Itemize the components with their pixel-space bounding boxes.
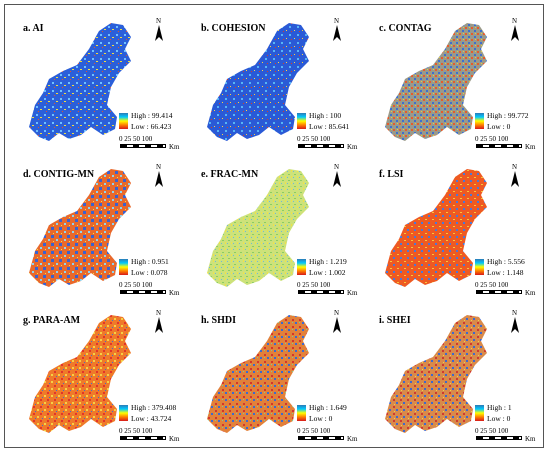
north-arrow-icon: N — [332, 310, 344, 336]
panel-contag: c. CONTAG N High : 99.772 Low : 0 0 25 50… — [363, 9, 539, 155]
legend: High : 99.414 Low : 66.423 — [119, 109, 183, 135]
panel-shdi: h. SHDI N High : 1.649 Low : 0 0 25 50 10… — [185, 301, 361, 447]
legend-color-ramp — [297, 259, 306, 275]
scale-ticks: 0 25 50 100 — [119, 281, 153, 289]
legend-low: Low : 1.002 — [309, 268, 346, 277]
scale-ticks: 0 25 50 100 — [297, 135, 331, 143]
scale-ticks: 0 25 50 100 — [297, 427, 331, 435]
panel-title: f. LSI — [379, 169, 404, 180]
legend: High : 379.408 Low : 43.724 — [119, 401, 183, 427]
figure-frame: a. AI N High : 99.414 Low : 66.423 0 25 5… — [4, 4, 544, 448]
legend-color-ramp — [475, 113, 484, 129]
north-arrow-icon: N — [154, 18, 166, 44]
legend-high: High : 1 — [487, 403, 512, 412]
legend: High : 1 Low : 0 — [475, 401, 539, 427]
legend-high: High : 0.951 — [131, 257, 169, 266]
scale-bar: 0 25 50 100 Km — [475, 135, 536, 153]
scale-bar: 0 25 50 100 Km — [475, 427, 536, 445]
panel-para-am: g. PARA-AM N High : 379.408 Low : 43.724 … — [7, 301, 183, 447]
legend: High : 1.649 Low : 0 — [297, 401, 361, 427]
scale-ticks: 0 25 50 100 — [475, 135, 509, 143]
panel-title: g. PARA-AM — [23, 315, 81, 326]
scale-bar: 0 25 50 100 Km — [119, 427, 180, 445]
legend-low: Low : 85.641 — [309, 122, 350, 131]
scale-bar: 0 25 50 100 Km — [297, 281, 358, 299]
legend-high: High : 1.649 — [309, 403, 347, 412]
scale-bar: 0 25 50 100 Km — [119, 135, 180, 153]
panel-title: h. SHDI — [201, 315, 237, 326]
legend-color-ramp — [119, 405, 128, 421]
legend-high: High : 99.414 — [131, 111, 173, 120]
north-arrow-icon: N — [332, 164, 344, 190]
scale-ticks: 0 25 50 100 — [297, 281, 331, 289]
legend-low: Low : 66.423 — [131, 122, 172, 131]
north-arrow-icon: N — [510, 164, 522, 190]
scale-unit: Km — [347, 289, 358, 297]
scale-bar: 0 25 50 100 Km — [297, 427, 358, 445]
legend: High : 100 Low : 85.641 — [297, 109, 361, 135]
panel-title: e. FRAC-MN — [201, 169, 259, 180]
scale-unit: Km — [347, 143, 358, 151]
legend-color-ramp — [475, 405, 484, 421]
scale-unit: Km — [525, 289, 536, 297]
scale-unit: Km — [347, 435, 358, 443]
north-arrow-icon: N — [510, 18, 522, 44]
panel-cohesion: b. COHESION N High : 100 Low : 85.641 0 2… — [185, 9, 361, 155]
panel-title: d. CONTIG-MN — [23, 169, 95, 180]
legend-low: Low : 0 — [487, 414, 511, 423]
legend-low: Low : 0 — [309, 414, 333, 423]
north-arrow-icon: N — [154, 164, 166, 190]
panel-ai: a. AI N High : 99.414 Low : 66.423 0 25 5… — [7, 9, 183, 155]
scale-ticks: 0 25 50 100 — [475, 281, 509, 289]
panel-title: i. SHEI — [379, 315, 411, 326]
legend-color-ramp — [119, 259, 128, 275]
legend-color-ramp — [297, 405, 306, 421]
scale-unit: Km — [169, 289, 180, 297]
scale-unit: Km — [169, 143, 180, 151]
scale-unit: Km — [169, 435, 180, 443]
legend-high: High : 1.219 — [309, 257, 347, 266]
scale-ticks: 0 25 50 100 — [119, 135, 153, 143]
legend-color-ramp — [475, 259, 484, 275]
scale-bar: 0 25 50 100 Km — [297, 135, 358, 153]
legend-color-ramp — [297, 113, 306, 129]
legend-high: High : 99.772 — [487, 111, 529, 120]
legend-color-ramp — [119, 113, 128, 129]
scale-unit: Km — [525, 143, 536, 151]
legend: High : 5.556 Low : 1.148 — [475, 255, 539, 281]
north-arrow-icon: N — [510, 310, 522, 336]
panel-shei: i. SHEI N High : 1 Low : 0 0 25 50 100 Km — [363, 301, 539, 447]
legend-low: Low : 1.148 — [487, 268, 524, 277]
scale-bar: 0 25 50 100 Km — [475, 281, 536, 299]
legend: High : 0.951 Low : 0.078 — [119, 255, 183, 281]
panel-frac-mn: e. FRAC-MN N High : 1.219 Low : 1.002 0 2… — [185, 155, 361, 301]
panel-title: b. COHESION — [201, 23, 266, 34]
scale-ticks: 0 25 50 100 — [119, 427, 153, 435]
panel-title: c. CONTAG — [379, 23, 432, 34]
legend-high: High : 100 — [309, 111, 342, 120]
legend-low: Low : 43.724 — [131, 414, 172, 423]
north-arrow-icon: N — [332, 18, 344, 44]
legend-high: High : 5.556 — [487, 257, 525, 266]
scale-unit: Km — [525, 435, 536, 443]
panel-title: a. AI — [23, 23, 44, 34]
legend-low: Low : 0.078 — [131, 268, 168, 277]
panel-lsi: f. LSI N High : 5.556 Low : 1.148 0 25 50… — [363, 155, 539, 301]
legend: High : 99.772 Low : 0 — [475, 109, 539, 135]
legend: High : 1.219 Low : 1.002 — [297, 255, 361, 281]
legend-high: High : 379.408 — [131, 403, 177, 412]
scale-ticks: 0 25 50 100 — [475, 427, 509, 435]
panel-contig-mn: d. CONTIG-MN N High : 0.951 Low : 0.078 0… — [7, 155, 183, 301]
north-arrow-icon: N — [154, 310, 166, 336]
scale-bar: 0 25 50 100 Km — [119, 281, 180, 299]
legend-low: Low : 0 — [487, 122, 511, 131]
